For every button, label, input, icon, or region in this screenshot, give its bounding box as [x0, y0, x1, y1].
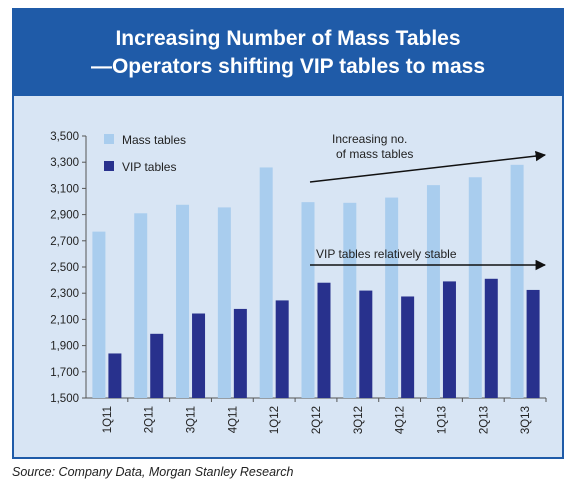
legend-swatch-mass	[104, 134, 114, 144]
y-tick-label: 1,900	[50, 341, 79, 353]
y-tick-label: 1,700	[50, 367, 79, 379]
bar-vip-1Q11	[108, 353, 122, 398]
bar-mass-4Q11	[217, 207, 231, 398]
bar-mass-4Q12	[385, 197, 399, 398]
annotation-mass-line-2: of mass tables	[336, 147, 413, 161]
bar-mass-1Q11	[92, 231, 106, 398]
x-tick-label: 2Q13	[478, 406, 490, 434]
y-tick-label: 2,900	[50, 210, 79, 222]
y-tick-label: 1,500	[50, 393, 79, 405]
chart-title-line-1: Increasing Number of Mass Tables	[115, 27, 461, 50]
bar-mass-2Q11	[134, 213, 148, 398]
bar-mass-1Q12	[259, 167, 273, 398]
bar-mass-3Q12	[343, 202, 357, 398]
y-tick-label: 2,100	[50, 314, 79, 326]
plot-area: 1,500 1,700 1,900 2,100 2,300 2,500 2,700 2,900…	[14, 96, 562, 457]
y-tick-label: 2,700	[50, 236, 79, 248]
x-tick-label: 2Q11	[144, 406, 156, 433]
y-tick-label: 3,300	[50, 157, 79, 169]
bar-vip-4Q12	[401, 296, 415, 398]
y-tick-label: 2,500	[50, 262, 79, 274]
chart-frame: Increasing Number of Mass Tables —Operat…	[12, 8, 564, 459]
legend-swatch-vip	[104, 161, 114, 171]
annotation-mass-arrow	[309, 150, 547, 183]
bar-vip-1Q12	[275, 300, 289, 398]
annotation-vip-text: VIP tables relatively stable	[316, 247, 457, 261]
chart-title-line-2: —Operators shifting VIP tables to mass	[90, 55, 486, 78]
y-tick-label: 3,500	[50, 131, 79, 143]
bar-vip-3Q12	[359, 290, 373, 398]
bar-vip-2Q11	[150, 333, 164, 398]
x-tick-label: 4Q11	[227, 406, 239, 433]
x-tick-label: 3Q12	[353, 406, 365, 434]
bar-vip-3Q11	[192, 313, 206, 398]
annotation-mass-line-1: Increasing no.	[332, 132, 407, 146]
bar-vip-1Q13	[442, 281, 456, 398]
source-note: Source: Company Data, Morgan Stanley Res…	[12, 465, 294, 479]
legend-label-vip: VIP tables	[122, 160, 176, 174]
x-tick-label: 3Q11	[186, 406, 198, 433]
bar-mass-3Q11	[176, 204, 190, 398]
x-tick-label: 1Q12	[269, 406, 281, 434]
bar-vip-2Q12	[317, 282, 331, 398]
title-banner: Increasing Number of Mass Tables —Operat…	[14, 10, 562, 96]
bar-vip-4Q11	[233, 308, 247, 398]
y-tick-label: 2,300	[50, 288, 79, 300]
x-tick-label: 1Q11	[102, 406, 114, 433]
legend-label-mass: Mass tables	[122, 133, 186, 147]
bar-vip-2Q13	[484, 278, 498, 398]
x-tick-label: 4Q12	[395, 406, 407, 434]
bar-mass-3Q13	[510, 164, 524, 398]
bar-chart: 1,500 1,700 1,900 2,100 2,300 2,500 2,700 2,900…	[50, 131, 547, 434]
bar-mass-1Q13	[426, 185, 440, 398]
bar-vip-3Q13	[526, 289, 540, 398]
x-tick-label: 2Q12	[311, 406, 323, 434]
x-tick-label: 1Q13	[436, 406, 448, 434]
bar-mass-2Q12	[301, 202, 315, 398]
bar-mass-2Q13	[468, 177, 482, 398]
x-tick-label: 3Q13	[520, 406, 532, 434]
y-tick-label: 3,100	[50, 183, 79, 195]
